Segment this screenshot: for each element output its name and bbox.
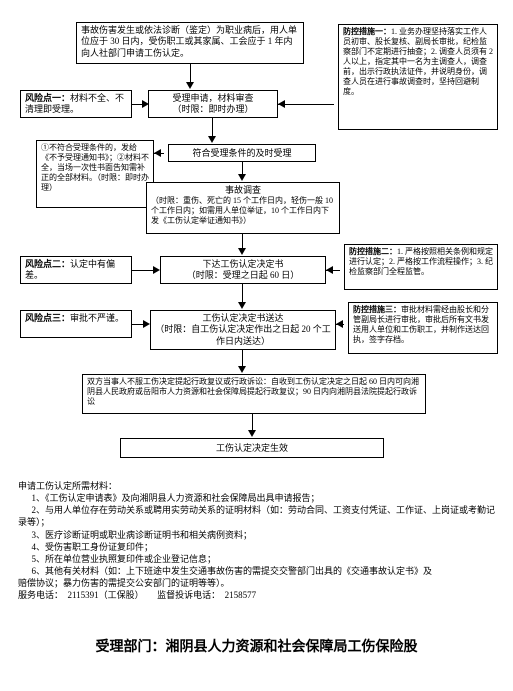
notes-1: 1、《工伤认定申请表》及向湘阴县人力资源和社会保障局出具申请报告；	[18, 492, 498, 504]
arrow-icon	[336, 320, 343, 328]
arrow-icon	[186, 82, 194, 89]
connector	[242, 284, 243, 304]
risk-3-text: 审批不严谨。	[70, 313, 124, 323]
node-effective: 工伤认定决定生效	[120, 438, 384, 458]
node-start-text: 事故伤害发生或依法诊断（鉴定）为职业病后，用人单位应于 30 日内，受伤职工或其…	[81, 25, 297, 58]
control-1-label: 防控措施一：	[343, 27, 391, 36]
arrow-icon	[238, 302, 246, 309]
deliver-l1: 工伤认定决定书送达	[155, 313, 331, 324]
footer-text: 受理部门：湘阴县人力资源和社会保障局工伤保险股	[96, 638, 418, 654]
page: 事故伤害发生或依法诊断（鉴定）为职业病后，用人单位应于 30 日内，受伤职工或其…	[0, 0, 513, 691]
node-control-2: 防控措施二：1. 严格按照相关条例和规定进行认定；2. 严格按工作流程操作；3.…	[344, 244, 498, 290]
arrow-icon	[143, 320, 150, 328]
node-risk-3: 风险点三：审批不严谨。	[20, 310, 132, 338]
control-3-label: 防控措施三：	[353, 305, 401, 314]
arrow-icon	[238, 366, 246, 373]
node-appeal: 双方当事人不服工伤决定提起行政复议或行政诉讼：自收到工伤认定决定之日起 60 日…	[82, 374, 426, 414]
sidebox-text: ①不符合受理条件的，发给《不予受理通知书》；②材料不全，当场一次性书面告知需补正…	[41, 143, 149, 192]
node-start: 事故伤害发生或依法诊断（鉴定）为职业病后，用人单位应于 30 日内，受伤职工或其…	[76, 22, 304, 64]
node-decision: 下达工伤认定决定书 （时限：受理之日起 60 日）	[160, 256, 326, 284]
decision-l1: 下达工伤认定决定书	[165, 259, 321, 270]
control-2-label: 防控措施二：	[349, 247, 397, 256]
qualify-text: 符合受理条件的及时受理	[192, 148, 291, 158]
notes-6b: 赔偿协议；暴力伤害的需提交公安部门的证明等等）。	[18, 577, 498, 589]
decision-l2: （时限：受理之日起 60 日）	[165, 270, 321, 281]
node-control-3: 防控措施三：审批材料需经由股长和分管副局长进行审批，审批后所有文书发送用人单位和…	[348, 302, 498, 354]
notes-3: 3、医疗诊断证明或职业病诊断证明书和相关病例资料；	[18, 529, 498, 541]
notes-4: 4、受伤害职工身份证复印件；	[18, 541, 498, 553]
effective-text: 工伤认定决定生效	[216, 443, 288, 453]
node-qualify: 符合受理条件的及时受理	[168, 144, 316, 162]
notes-2: 2、与用人单位存在劳动关系或聘用实劳动关系的证明材料（如：劳动合同、工资支付凭证…	[18, 504, 498, 528]
investigate-title: 事故调查	[151, 185, 335, 196]
accept-l1: 受理申请，材料审查	[153, 93, 273, 104]
connector	[190, 64, 191, 84]
arrow-icon	[278, 100, 285, 108]
node-risk-1: 风险点一：材料不全、不清理即受理。	[20, 90, 132, 118]
notes-tel: 服务电话： 2115391（工保股） 监督投诉电话： 2158577	[18, 589, 498, 601]
arrow-icon	[154, 149, 161, 157]
node-risk-2: 风险点二：认定中有偏差。	[20, 256, 132, 284]
arrow-icon	[326, 266, 333, 274]
node-investigate: 事故调查 （时限：重伤、死亡的 15 个工作日内，轻伤一般 10 个工作日内；如…	[146, 182, 340, 234]
arrow-icon	[248, 430, 256, 437]
notes-block: 申请工伤认定所需材料： 1、《工伤认定申请表》及向湘阴县人力资源和社会保障局出具…	[18, 480, 498, 601]
investigate-body: （时限：重伤、死亡的 15 个工作日内，轻伤一般 10 个工作日内；如需用人单位…	[151, 196, 335, 226]
arrow-icon	[208, 136, 216, 143]
arrow-icon	[238, 248, 246, 255]
node-deliver: 工伤认定决定书送达 （时限：自工伤认定决定作出之日起 20 个工作日内送达）	[150, 310, 336, 350]
risk-1-label: 风险点一：	[25, 93, 70, 103]
notes-5: 5、所在单位营业执照复印件或企业登记信息；	[18, 553, 498, 565]
appeal-text: 双方当事人不服工伤决定提起行政复议或行政诉讼：自收到工伤认定决定之日起 60 日…	[87, 377, 419, 406]
connector	[212, 118, 213, 138]
notes-6a: 6、其他有关材料（如：上下班途中发生交通事故伤害的需提交交警部门出具的《交通事故…	[18, 565, 498, 577]
notes-title: 申请工伤认定所需材料：	[18, 480, 498, 492]
node-control-1: 防控措施一：1. 业务办理坚持落实工作人员初审、股长复核、副局长审批，纪检监察部…	[338, 24, 498, 130]
arrow-icon	[153, 266, 160, 274]
accept-l2: （时限：即时办理）	[153, 104, 273, 115]
deliver-l2: （时限：自工伤认定决定作出之日起 20 个工作日内送达）	[155, 324, 331, 347]
arrow-icon	[142, 100, 149, 108]
control-1-text: 1. 业务办理坚持落实工作人员初审、股长复核、副局长审批，纪检监察部门不定期进行…	[343, 27, 493, 96]
risk-2-label: 风险点二：	[25, 259, 70, 269]
node-sidebox: ①不符合受理条件的，发给《不予受理通知书》；②材料不全，当场一次性书面告知需补正…	[36, 140, 154, 208]
arrow-icon	[238, 174, 246, 181]
node-accept: 受理申请，材料审查 （时限：即时办理）	[148, 90, 278, 118]
footer-title: 受理部门：湘阴县人力资源和社会保障局工伤保险股	[0, 636, 513, 656]
risk-3-label: 风险点三：	[25, 313, 70, 323]
connector	[278, 104, 334, 105]
